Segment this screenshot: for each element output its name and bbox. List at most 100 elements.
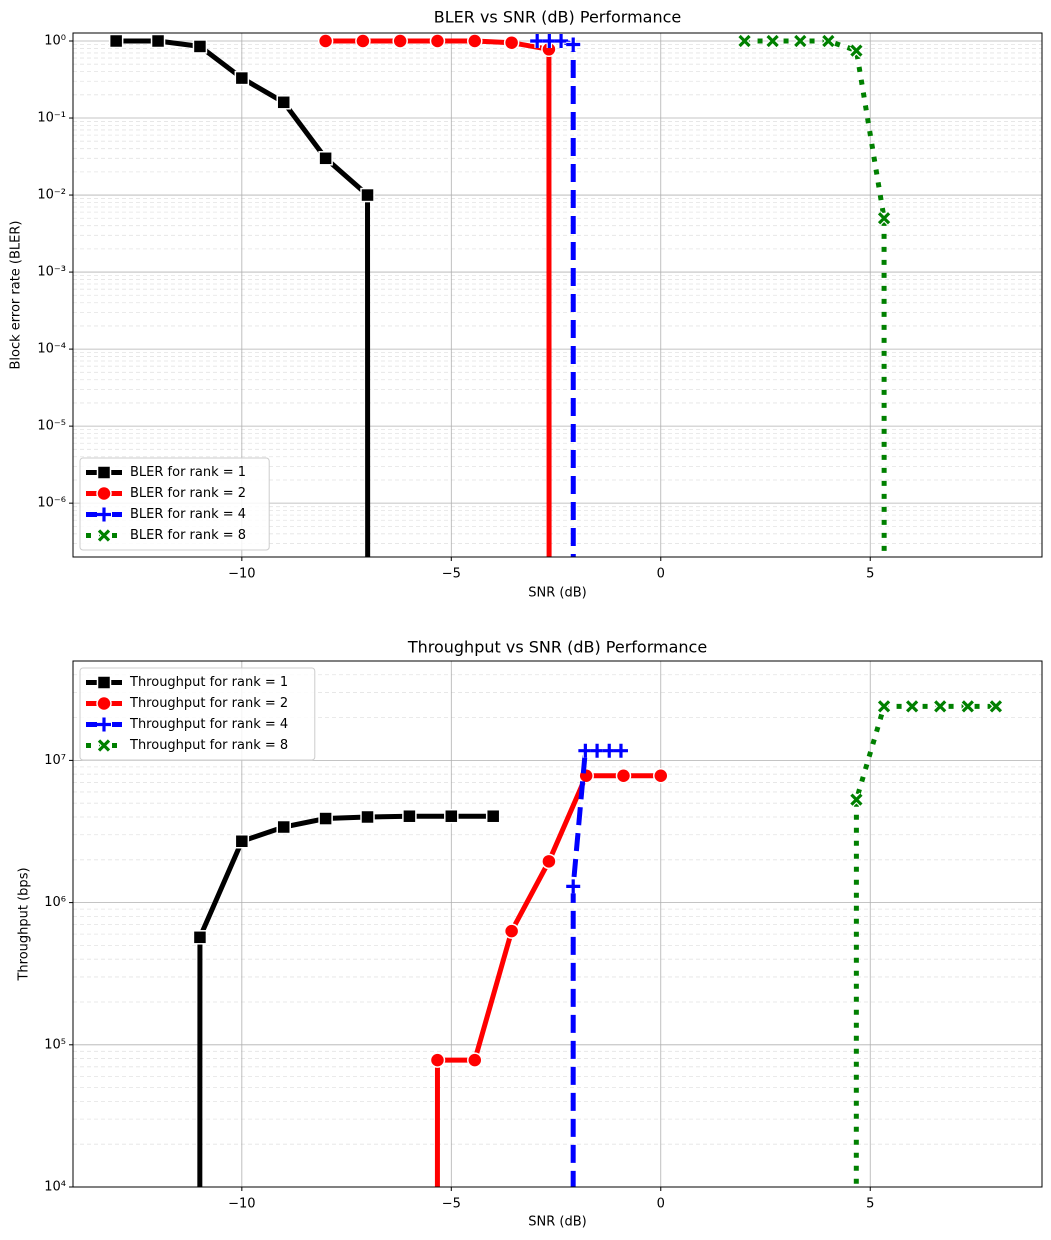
marker <box>578 743 593 758</box>
marker <box>192 930 208 945</box>
legend-marker <box>96 485 112 502</box>
marker <box>905 699 920 714</box>
marker <box>849 792 864 807</box>
legend-marker <box>96 695 112 712</box>
series-layer <box>192 699 1003 1187</box>
legend-label: Throughput for rank = 8 <box>129 738 288 753</box>
chart-title: Throughput vs SNR (dB) Performance <box>407 638 707 657</box>
marker <box>877 699 892 714</box>
y-tick-label: 10⁻¹ <box>37 111 66 126</box>
x-tick-label: 5 <box>866 1197 874 1212</box>
marker <box>234 70 250 86</box>
marker <box>108 33 124 49</box>
marker <box>530 33 545 48</box>
legend-box <box>79 457 270 551</box>
legend-label: Throughput for rank = 4 <box>129 717 288 732</box>
marker <box>821 34 836 48</box>
series-line <box>197 813 494 1187</box>
marker <box>402 808 417 824</box>
marker <box>318 151 333 166</box>
chart-title: BLER vs SNR (dB) Performance <box>434 8 682 27</box>
marker <box>485 808 501 824</box>
marker <box>444 808 459 824</box>
marker <box>276 819 291 835</box>
y-tick-label: 10⁷ <box>44 753 66 768</box>
marker <box>192 39 208 54</box>
x-tick-label: 0 <box>657 1197 665 1212</box>
marker <box>429 33 446 49</box>
x-axis-label: SNR (dB) <box>528 586 586 601</box>
series-layer <box>108 33 892 557</box>
marker <box>554 33 569 48</box>
legend-box <box>79 667 316 761</box>
marker <box>503 923 520 939</box>
subplot: 10⁻⁶ 10⁻⁵ 10⁻⁴ 10⁻³ 10⁻² 10⁻¹ 10⁰ −10 −5 0 5 BLER v… <box>9 8 1043 601</box>
marker <box>392 33 408 49</box>
marker <box>602 743 617 758</box>
axes-frame <box>72 660 1043 1188</box>
marker <box>988 699 1003 714</box>
x-tick-label: −10 <box>228 1197 255 1212</box>
y-tick-label: 10⁶ <box>44 895 66 910</box>
axes-frame <box>72 32 1043 558</box>
subplot: 10⁴ 10⁵ 10⁶ 10⁷ −10 −5 0 5 Throughput vs SNR (dB… <box>17 638 1043 1230</box>
legend-marker <box>97 528 111 543</box>
legend-label: Throughput for rank = 1 <box>129 675 288 690</box>
marker <box>615 767 632 784</box>
legend-label: BLER for rank = 8 <box>130 528 246 543</box>
series-line <box>325 38 552 557</box>
series-line <box>116 38 371 557</box>
y-tick-label: 10⁵ <box>44 1037 66 1052</box>
marker <box>933 699 948 714</box>
marker <box>960 699 975 714</box>
y-tick-label: 10⁻³ <box>37 265 66 280</box>
x-tick-label: −10 <box>228 567 255 582</box>
series-line <box>744 38 887 557</box>
legend: Throughput for rank = 1 Throughput for ra… <box>79 667 316 761</box>
marker <box>877 211 892 226</box>
marker <box>566 37 581 52</box>
legend-marker <box>96 675 112 690</box>
y-axis-label: Throughput (bps) <box>17 867 32 981</box>
marker <box>590 743 605 758</box>
marker <box>542 33 557 48</box>
legend-marker <box>97 507 111 522</box>
series-line <box>434 773 661 1187</box>
legend-marker <box>97 717 111 732</box>
marker <box>566 879 581 894</box>
y-tick-label: 10⁻⁴ <box>37 342 66 357</box>
legend: BLER for rank = 1 BLER for rank = 2 BLER f… <box>79 457 270 551</box>
marker <box>355 33 371 49</box>
legend-label: BLER for rank = 4 <box>130 507 246 522</box>
marker <box>503 34 520 51</box>
marker <box>613 743 628 758</box>
legend-label: Throughput for rank = 2 <box>129 696 288 711</box>
legend-label: BLER for rank = 1 <box>130 465 246 480</box>
legend-marker <box>97 738 111 753</box>
x-tick-label: −5 <box>442 567 461 582</box>
x-tick-label: 0 <box>657 567 665 582</box>
marker <box>234 834 250 849</box>
series-line <box>853 703 996 1187</box>
x-axis-label: SNR (dB) <box>528 1215 586 1230</box>
series-line <box>570 748 621 1187</box>
x-tick-label: −5 <box>442 1197 461 1212</box>
marker <box>467 33 483 49</box>
x-tick-label: 5 <box>866 567 874 582</box>
y-tick-label: 10⁰ <box>44 33 66 48</box>
y-axis-label: Block error rate (BLER) <box>9 221 24 370</box>
marker <box>765 34 780 48</box>
y-tick-label: 10⁴ <box>44 1180 66 1195</box>
marker <box>467 1052 483 1068</box>
marker <box>737 34 752 48</box>
y-tick-label: 10⁻⁵ <box>37 419 66 434</box>
legend-label: BLER for rank = 2 <box>130 486 246 501</box>
marker <box>653 767 669 784</box>
marker <box>360 187 375 203</box>
marker <box>150 33 166 49</box>
marker <box>793 34 808 48</box>
y-tick-label: 10⁻² <box>37 188 66 203</box>
marker <box>276 95 291 110</box>
